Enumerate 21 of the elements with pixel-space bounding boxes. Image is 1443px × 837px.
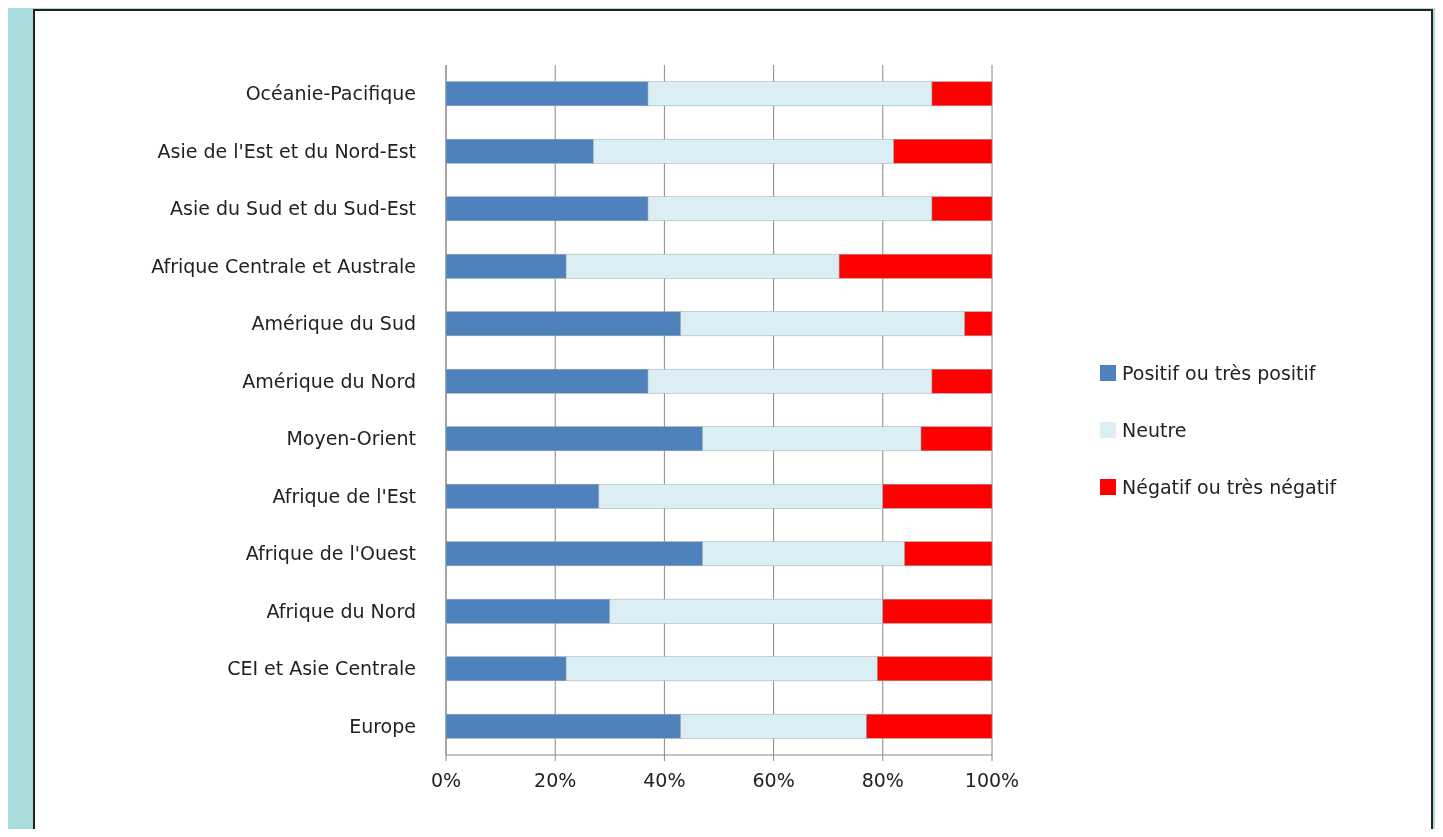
x-tick-label: 40%	[643, 769, 686, 791]
y-tick-label: CEI et Asie Centrale	[227, 657, 416, 680]
y-tick-label: Amérique du Nord	[242, 369, 416, 392]
y-tick-label: Amérique du Sud	[251, 312, 416, 335]
y-tick-label: Afrique du Nord	[266, 599, 416, 622]
y-tick-label: Afrique Centrale et Australe	[151, 254, 416, 277]
y-tick-label: Asie de l'Est et du Nord-Est	[157, 139, 416, 162]
y-tick-label: Asie du Sud et du Sud-Est	[170, 197, 416, 220]
y-tick-label: Afrique de l'Ouest	[245, 542, 416, 565]
x-tick-label: 80%	[861, 769, 904, 791]
x-tick-label: 60%	[752, 769, 795, 791]
x-tick-label: 100%	[964, 769, 1020, 791]
y-tick-label: Moyen-Orient	[286, 427, 416, 450]
y-tick-label: Océanie-Pacifique	[245, 82, 416, 105]
y-tick-label: Europe	[349, 714, 416, 737]
legend-label: Neutre	[1122, 418, 1187, 441]
y-tick-label: Afrique de l'Est	[272, 484, 416, 507]
x-tick-label: 0%	[430, 769, 462, 791]
legend-label: Négatif ou très négatif	[1122, 475, 1338, 498]
legend-label: Positif ou très positif	[1122, 361, 1317, 384]
x-tick-label: 20%	[534, 769, 577, 791]
